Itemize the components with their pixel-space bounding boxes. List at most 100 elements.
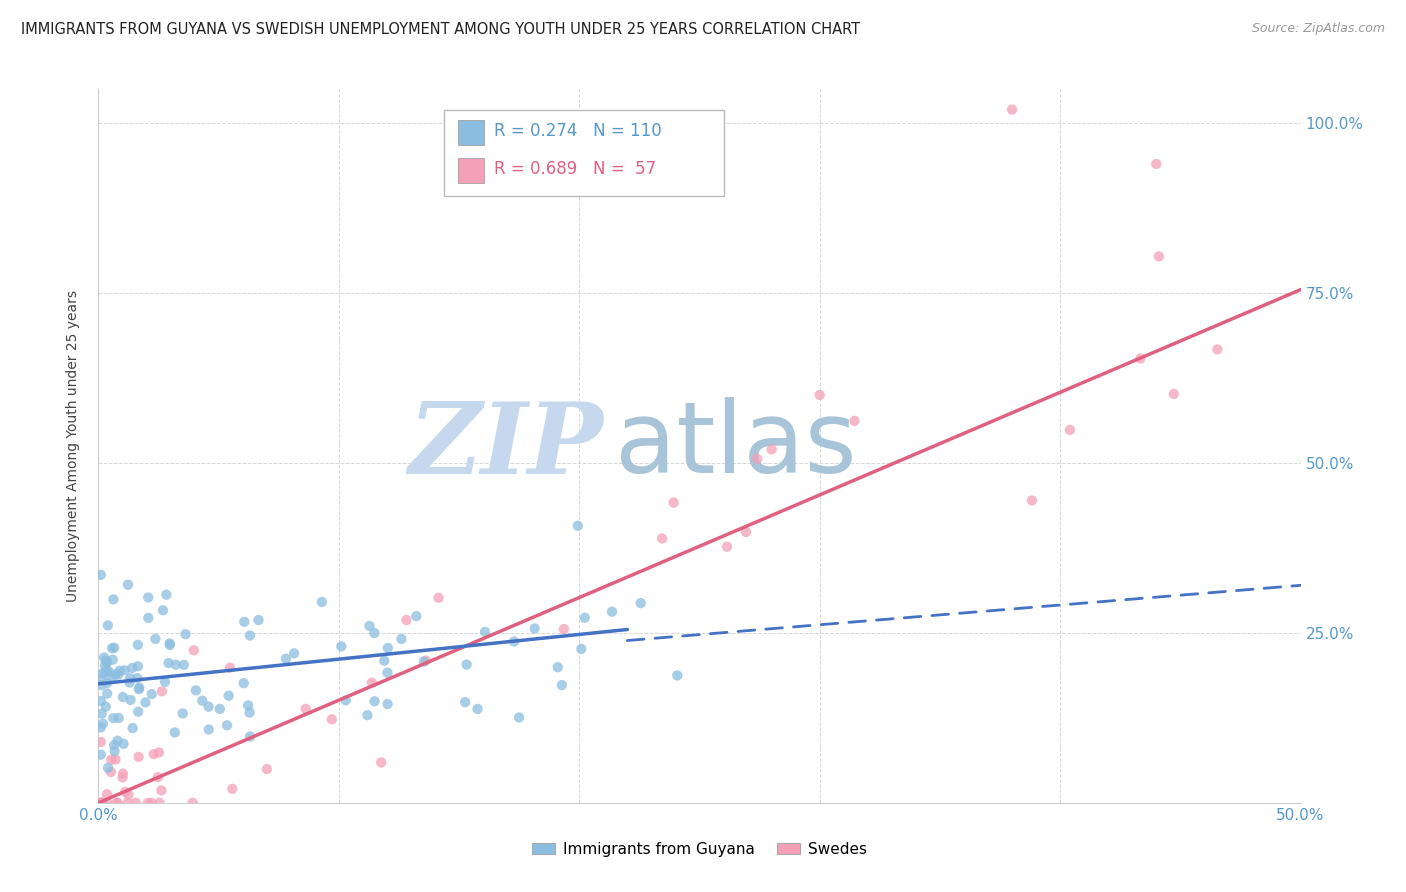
Point xyxy=(108,664,131,678)
Point xyxy=(94,699,117,714)
Point xyxy=(600,605,623,619)
Point xyxy=(97,665,120,679)
Point xyxy=(844,414,866,428)
Point xyxy=(150,684,173,698)
Point xyxy=(103,711,125,725)
Point xyxy=(91,666,114,681)
Point xyxy=(100,672,122,686)
Point xyxy=(134,695,156,709)
Point xyxy=(107,733,129,747)
Point xyxy=(412,655,434,669)
Point xyxy=(127,671,149,685)
Point xyxy=(141,796,163,810)
Point xyxy=(389,632,412,646)
Point xyxy=(90,796,112,810)
Point xyxy=(1147,249,1170,263)
Point xyxy=(128,750,150,764)
Point xyxy=(360,675,382,690)
Point xyxy=(157,656,180,670)
Point xyxy=(90,567,112,582)
Point xyxy=(666,668,689,682)
Point xyxy=(90,735,112,749)
Point xyxy=(96,676,118,690)
Point xyxy=(181,796,204,810)
Point xyxy=(142,747,165,761)
Point xyxy=(103,640,125,655)
Point xyxy=(103,592,125,607)
Point xyxy=(363,694,385,708)
Point xyxy=(218,689,240,703)
Point xyxy=(107,711,129,725)
Point xyxy=(174,627,197,641)
Point xyxy=(239,730,262,744)
Point xyxy=(96,655,118,669)
Legend: Immigrants from Guyana, Swedes: Immigrants from Guyana, Swedes xyxy=(526,836,873,863)
Point xyxy=(153,674,176,689)
Point xyxy=(105,796,128,810)
Point xyxy=(111,690,134,704)
Point xyxy=(159,638,181,652)
Point xyxy=(127,705,149,719)
Point xyxy=(256,762,278,776)
Point xyxy=(93,650,115,665)
Point xyxy=(117,578,139,592)
Point xyxy=(91,796,114,810)
Point xyxy=(121,661,143,675)
Point xyxy=(183,643,205,657)
Point xyxy=(467,702,489,716)
Point xyxy=(90,747,112,762)
Point xyxy=(508,710,530,724)
Point xyxy=(405,609,427,624)
Text: atlas: atlas xyxy=(616,398,858,494)
Point xyxy=(1001,103,1024,117)
Point xyxy=(454,695,477,709)
Point xyxy=(117,788,139,802)
Point xyxy=(551,678,574,692)
Text: ZIP: ZIP xyxy=(408,398,603,494)
Point xyxy=(191,693,214,707)
Point xyxy=(1021,493,1043,508)
Point xyxy=(335,693,357,707)
Point xyxy=(114,785,136,799)
Point xyxy=(90,678,112,692)
Point xyxy=(136,611,159,625)
Point xyxy=(100,765,122,780)
Point xyxy=(1144,157,1167,171)
Point xyxy=(651,532,673,546)
Text: R = 0.689   N =  57: R = 0.689 N = 57 xyxy=(494,160,655,178)
Point xyxy=(236,698,259,713)
Point xyxy=(217,718,239,732)
Point xyxy=(100,753,122,767)
Point xyxy=(219,661,242,675)
Point xyxy=(197,699,219,714)
Point xyxy=(90,706,112,721)
Point xyxy=(474,624,496,639)
Point xyxy=(574,611,596,625)
Point xyxy=(141,687,163,701)
Y-axis label: Unemployment Among Youth under 25 years: Unemployment Among Youth under 25 years xyxy=(66,290,80,602)
Point xyxy=(330,640,353,654)
Point xyxy=(94,654,117,668)
Point xyxy=(90,796,112,810)
Text: Source: ZipAtlas.com: Source: ZipAtlas.com xyxy=(1251,22,1385,36)
Point xyxy=(96,796,118,810)
Point xyxy=(321,712,343,726)
Point xyxy=(283,646,305,660)
Point xyxy=(247,613,270,627)
Point xyxy=(173,657,195,672)
Point xyxy=(415,654,437,668)
Point xyxy=(553,622,575,636)
Point xyxy=(146,770,169,784)
Point xyxy=(359,619,381,633)
Point xyxy=(761,442,783,457)
Point xyxy=(373,654,395,668)
Point xyxy=(377,697,399,711)
Point xyxy=(294,702,316,716)
Point xyxy=(104,752,127,766)
Point xyxy=(184,683,207,698)
Point xyxy=(128,681,150,695)
Point xyxy=(101,653,124,667)
Point xyxy=(104,667,127,681)
Point xyxy=(114,664,136,678)
Point xyxy=(136,796,159,810)
